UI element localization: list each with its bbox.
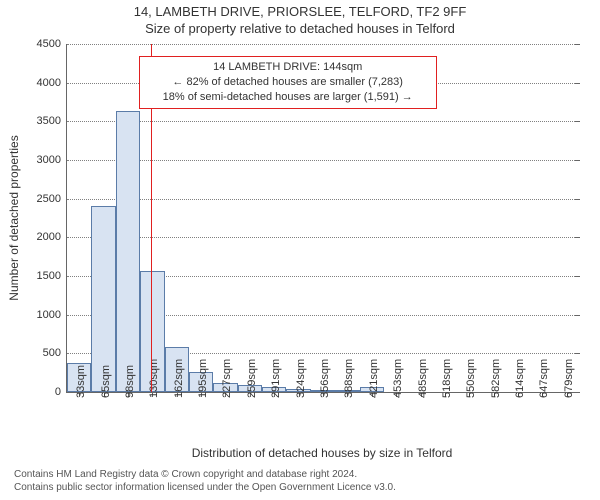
xtick-label: 518sqm <box>441 359 453 398</box>
xtick-label: 550sqm <box>465 359 477 398</box>
ytick-mark <box>575 121 580 122</box>
xtick-label: 259sqm <box>246 359 258 398</box>
xtick-label: 324sqm <box>295 359 307 398</box>
plot-area: 05001000150020002500300035004000450033sq… <box>66 44 579 393</box>
ytick-label: 2500 <box>37 193 61 205</box>
annotation-line: 18% of semi-detached houses are larger (… <box>146 90 430 105</box>
xtick-label: 582sqm <box>490 359 502 398</box>
ytick-label: 1500 <box>37 270 61 282</box>
ytick-label: 2000 <box>37 231 61 243</box>
ytick-mark <box>575 315 580 316</box>
ytick-mark <box>575 160 580 161</box>
ytick-mark <box>575 353 580 354</box>
ytick-mark <box>575 276 580 277</box>
title-line-2: Size of property relative to detached ho… <box>0 21 600 38</box>
xtick-label: 356sqm <box>319 359 331 398</box>
ytick-label: 3000 <box>37 154 61 166</box>
xtick-label: 485sqm <box>417 359 429 398</box>
xtick-label: 647sqm <box>538 359 550 398</box>
ytick-mark <box>575 83 580 84</box>
xtick-label: 679sqm <box>563 359 575 398</box>
gridline <box>67 160 579 161</box>
annotation-box: 14 LAMBETH DRIVE: 144sqm← 82% of detache… <box>139 56 437 109</box>
xtick-label: 614sqm <box>514 359 526 398</box>
gridline <box>67 44 579 45</box>
ytick-label: 1000 <box>37 309 61 321</box>
gridline <box>67 237 579 238</box>
xtick-label: 453sqm <box>392 359 404 398</box>
annotation-line: ← 82% of detached houses are smaller (7,… <box>146 75 430 90</box>
title-line-1: 14, LAMBETH DRIVE, PRIORSLEE, TELFORD, T… <box>0 4 600 21</box>
xtick-label: 162sqm <box>173 359 185 398</box>
x-axis-label: Distribution of detached houses by size … <box>66 446 578 460</box>
gridline <box>67 199 579 200</box>
gridline <box>67 121 579 122</box>
xtick-label: 33sqm <box>75 365 87 398</box>
ytick-label: 3500 <box>37 115 61 127</box>
ytick-mark <box>575 392 580 393</box>
ytick-label: 500 <box>43 347 61 359</box>
xtick-label: 291sqm <box>270 359 282 398</box>
ytick-label: 4500 <box>37 38 61 50</box>
xtick-label: 195sqm <box>197 359 209 398</box>
xtick-label: 421sqm <box>368 359 380 398</box>
y-axis-label: Number of detached properties <box>7 128 21 308</box>
xtick-label: 65sqm <box>100 365 112 398</box>
ytick-mark <box>575 199 580 200</box>
footer-line-1: Contains HM Land Registry data © Crown c… <box>14 468 396 481</box>
histogram-bar <box>116 111 140 392</box>
footer: Contains HM Land Registry data © Crown c… <box>14 468 396 494</box>
ytick-label: 4000 <box>37 77 61 89</box>
chart-title-block: 14, LAMBETH DRIVE, PRIORSLEE, TELFORD, T… <box>0 4 600 38</box>
annotation-line: 14 LAMBETH DRIVE: 144sqm <box>146 60 430 75</box>
xtick-label: 98sqm <box>124 365 136 398</box>
ytick-label: 0 <box>55 386 61 398</box>
ytick-mark <box>575 44 580 45</box>
xtick-label: 388sqm <box>343 359 355 398</box>
ytick-mark <box>575 237 580 238</box>
footer-line-2: Contains public sector information licen… <box>14 481 396 494</box>
xtick-label: 227sqm <box>221 359 233 398</box>
